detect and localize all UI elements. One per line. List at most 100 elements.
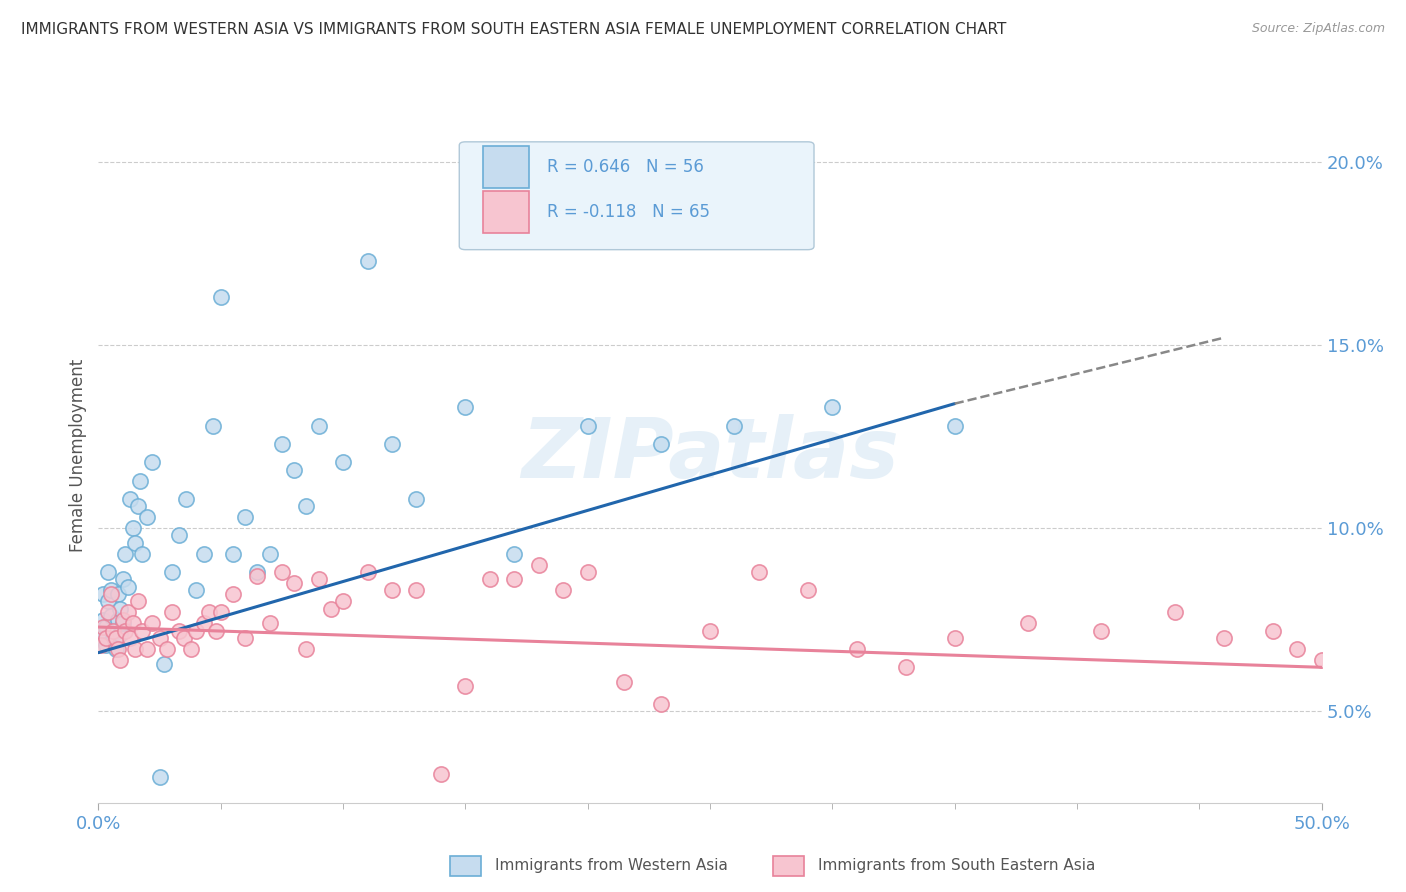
Text: Immigrants from South Eastern Asia: Immigrants from South Eastern Asia (818, 858, 1095, 872)
Point (1212, 631, 1234, 645)
Point (114, 624, 136, 638)
Point (454, 679, 477, 693)
Point (332, 455, 354, 469)
Point (233, 631, 256, 645)
Point (454, 401, 477, 415)
Point (127, 499, 149, 513)
Point (222, 587, 245, 601)
Point (405, 583, 427, 598)
Point (94, 620, 117, 634)
Point (193, 547, 215, 561)
Point (117, 580, 139, 594)
Point (101, 627, 124, 641)
Point (111, 573, 134, 587)
Point (381, 583, 404, 598)
Point (332, 594, 354, 608)
Point (283, 462, 305, 476)
Point (110, 653, 132, 667)
Point (478, 573, 501, 587)
Point (104, 624, 127, 638)
Point (202, 418, 225, 433)
Point (308, 418, 330, 433)
Point (270, 565, 294, 579)
Text: R = 0.646   N = 56: R = 0.646 N = 56 (547, 158, 704, 176)
Point (356, 565, 378, 579)
Point (131, 624, 153, 638)
Point (110, 627, 132, 641)
FancyBboxPatch shape (460, 142, 814, 250)
Point (94, 638, 117, 652)
Point (222, 547, 245, 561)
Point (319, 601, 342, 615)
Point (124, 642, 146, 657)
Point (100, 609, 122, 624)
Point (141, 455, 163, 469)
Point (576, 418, 599, 433)
Point (246, 568, 269, 582)
Point (186, 624, 208, 638)
Point (295, 642, 318, 657)
Point (117, 606, 139, 620)
Point (943, 631, 966, 645)
Point (356, 253, 378, 268)
Point (613, 675, 636, 690)
Point (127, 594, 149, 608)
Point (107, 642, 129, 657)
Point (209, 290, 232, 304)
Point (104, 642, 127, 657)
Point (797, 583, 820, 598)
Point (821, 401, 844, 415)
Point (233, 510, 256, 524)
Text: IMMIGRANTS FROM WESTERN ASIA VS IMMIGRANTS FROM SOUTH EASTERN ASIA FEMALE UNEMPL: IMMIGRANTS FROM WESTERN ASIA VS IMMIGRAN… (21, 22, 1007, 37)
Point (129, 474, 152, 488)
FancyBboxPatch shape (482, 191, 529, 233)
Point (107, 613, 129, 627)
Point (723, 418, 745, 433)
Point (527, 558, 550, 572)
Point (101, 624, 124, 638)
Point (894, 660, 917, 674)
Point (131, 547, 153, 561)
Point (259, 547, 281, 561)
Point (104, 631, 127, 645)
Point (149, 770, 172, 784)
Point (120, 491, 142, 506)
Point (308, 573, 330, 587)
Point (111, 616, 134, 631)
Text: ZIPatlas: ZIPatlas (522, 415, 898, 495)
Point (136, 642, 159, 657)
Point (100, 583, 122, 598)
Point (699, 624, 721, 638)
Point (107, 587, 129, 601)
Text: R = -0.118   N = 65: R = -0.118 N = 65 (547, 203, 710, 221)
Point (283, 576, 305, 591)
Point (90, 638, 112, 652)
Point (748, 565, 770, 579)
Point (90, 631, 112, 645)
Point (180, 642, 202, 657)
Text: Source: ZipAtlas.com: Source: ZipAtlas.com (1251, 22, 1385, 36)
Point (1164, 606, 1187, 620)
Point (176, 491, 198, 506)
Point (97, 565, 120, 579)
Point (430, 766, 453, 780)
Point (1090, 624, 1112, 638)
Point (553, 583, 575, 598)
Y-axis label: Female Unemployment: Female Unemployment (69, 359, 87, 551)
Point (270, 437, 294, 451)
Point (209, 606, 232, 620)
Point (197, 606, 219, 620)
Point (156, 642, 179, 657)
Point (141, 616, 163, 631)
Text: Immigrants from Western Asia: Immigrants from Western Asia (495, 858, 728, 872)
Point (1261, 624, 1284, 638)
Point (405, 491, 427, 506)
Point (111, 613, 134, 627)
Point (97, 606, 120, 620)
Point (295, 499, 318, 513)
Point (91, 620, 114, 634)
FancyBboxPatch shape (482, 146, 529, 187)
Point (1310, 653, 1333, 667)
Point (503, 573, 526, 587)
Point (259, 616, 281, 631)
